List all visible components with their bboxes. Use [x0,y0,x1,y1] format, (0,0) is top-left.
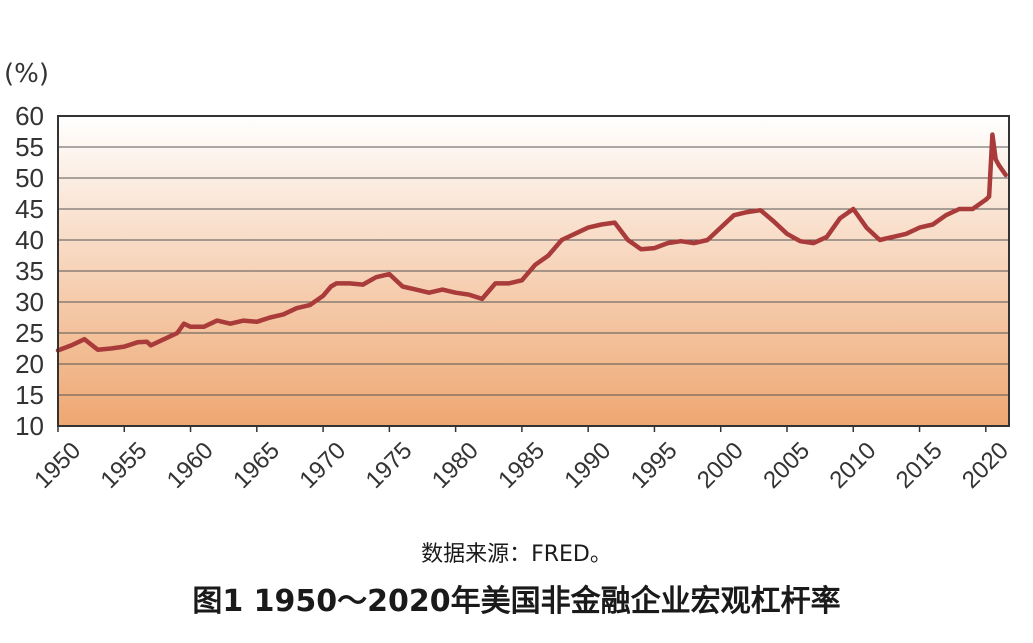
y-tick-label-60: 60 [15,101,44,131]
y-tick-label-15: 15 [15,380,44,410]
y-tick-label-10: 10 [15,411,44,441]
x-tick-label-1995: 1995 [626,437,683,494]
x-tick-label-1955: 1955 [96,437,153,494]
x-tick-label-1950: 1950 [29,437,86,494]
y-tick-label-20: 20 [15,349,44,379]
y-tick-label-30: 30 [15,287,44,317]
x-tick-label-1960: 1960 [162,437,219,494]
y-tick-label-50: 50 [15,163,44,193]
x-tick-label-2015: 2015 [891,437,948,494]
figure-title: 图1 1950～2020年美国非金融企业宏观杠杆率 [192,584,841,619]
y-tick-label-35: 35 [15,256,44,286]
x-tick-label-1970: 1970 [294,437,351,494]
y-tick-label-45: 45 [15,194,44,224]
x-axis-ticks: 1950 1955 1960 1965 1970 1975 1980 1985 1990 1995… [29,426,1014,494]
plot-frame [57,115,1010,427]
x-tick-label-2020: 2020 [957,437,1014,494]
x-tick-label-2010: 2010 [825,437,882,494]
source-note: 数据来源：FRED。 [421,542,612,567]
x-tick-label-1980: 1980 [427,437,484,494]
x-tick-label-1965: 1965 [228,437,285,494]
x-tick-label-2000: 2000 [692,437,749,494]
x-tick-label-1985: 1985 [493,437,550,494]
y-tick-label-40: 40 [15,225,44,255]
leverage-series-line [55,132,1008,353]
x-tick-label-1975: 1975 [361,437,418,494]
x-tick-label-1990: 1990 [559,437,616,494]
y-tick-label-25: 25 [15,318,44,348]
y-axis-unit-label: (%) [4,59,49,89]
x-tick-label-2005: 2005 [758,437,815,494]
y-tick-label-55: 55 [15,132,44,162]
